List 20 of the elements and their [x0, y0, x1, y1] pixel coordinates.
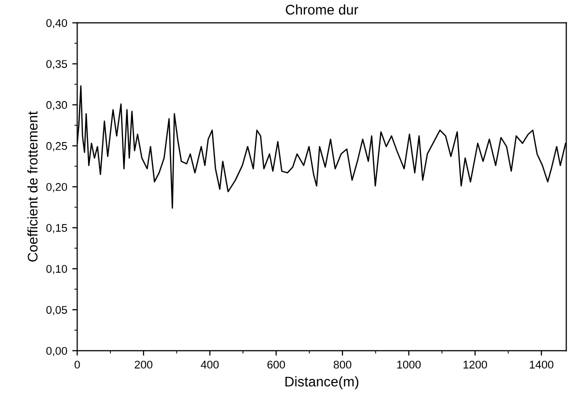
x-tick-label: 1400 — [530, 360, 554, 369]
y-tick-label: 0,00 — [46, 346, 68, 356]
y-tick-label: 0,05 — [46, 306, 68, 316]
y-tick-label: 0,10 — [46, 264, 68, 274]
x-tick-label: 0 — [74, 360, 80, 369]
x-axis-title: Distance(m) — [285, 376, 358, 390]
y-tick-label: 0,20 — [46, 183, 68, 192]
y-tick-label: 0,15 — [46, 224, 68, 234]
x-tick-label: 800 — [334, 360, 352, 369]
y-tick-label: 0,35 — [46, 60, 68, 70]
x-tick-label: 1200 — [464, 360, 488, 369]
y-axis-title: Coefficient de frottement — [27, 111, 38, 262]
x-tick-label: 600 — [267, 360, 285, 369]
chart-title: Chrome dur — [286, 4, 358, 15]
y-tick-label: 0,30 — [46, 101, 68, 110]
x-tick-label: 400 — [200, 360, 219, 369]
x-tick-label: 200 — [134, 360, 152, 369]
y-tick-label: 0,40 — [46, 19, 68, 28]
y-tick-label: 0,25 — [46, 142, 68, 152]
x-tick-label: 1000 — [397, 360, 421, 369]
